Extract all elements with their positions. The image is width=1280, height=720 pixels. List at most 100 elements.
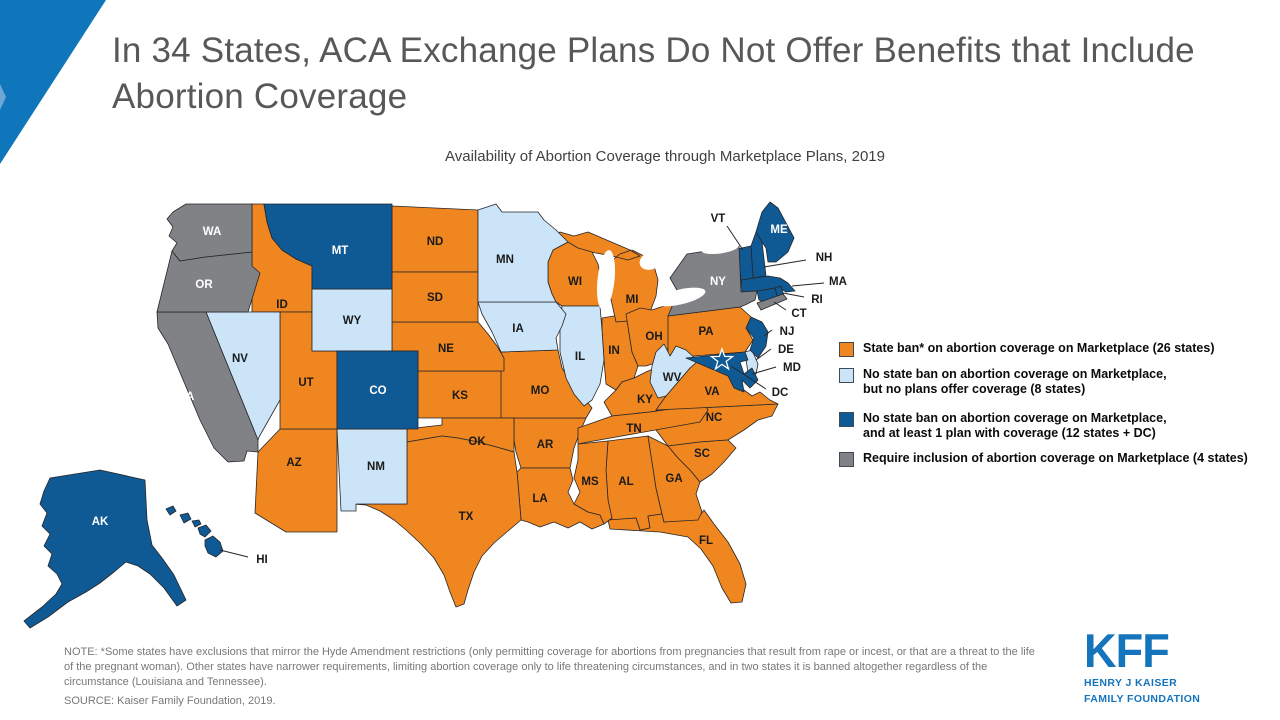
state-ME <box>755 201 795 263</box>
leader-label-DC: DC <box>772 387 789 399</box>
state-label-MO: MO <box>531 385 550 397</box>
state-label-TX: TX <box>459 511 474 523</box>
legend-item-light_blue: No state ban on abortion coverage on Mar… <box>839 367 1275 398</box>
legend-item-gray: Require inclusion of abortion coverage o… <box>839 451 1275 467</box>
state-label-AR: AR <box>537 439 554 451</box>
state-label-ID: ID <box>276 299 288 311</box>
state-label-MT: MT <box>332 245 349 257</box>
state-label-MN: MN <box>496 254 514 266</box>
state-label-TN: TN <box>626 423 641 435</box>
state-label-AZ: AZ <box>286 457 301 469</box>
legend-label: No state ban on abortion coverage on Mar… <box>863 410 1167 440</box>
state-SC <box>667 439 737 483</box>
state-label-NV: NV <box>232 353 248 365</box>
state-MS <box>573 440 613 525</box>
note-text: NOTE: *Some states have exclusions that … <box>64 646 1035 689</box>
state-label-AL: AL <box>618 476 633 488</box>
legend-swatch-dark_blue <box>839 411 854 427</box>
lake-ontario <box>701 241 739 255</box>
legend-swatch-light_blue <box>839 368 854 383</box>
state-label-SC: SC <box>694 448 710 460</box>
leader-line-NJ <box>763 329 773 337</box>
kff-logo-line2: FAMILY FOUNDATION <box>1084 692 1201 705</box>
legend-item-orange: State ban* on abortion coverage on Marke… <box>839 341 1275 357</box>
state-label-NC: NC <box>706 412 723 424</box>
state-label-ME: ME <box>770 224 788 236</box>
state-label-ND: ND <box>427 236 444 248</box>
leader-label-NJ: NJ <box>780 326 795 338</box>
state-label-AK: AK <box>92 516 109 528</box>
state-label-IN: IN <box>608 345 620 357</box>
state-WA <box>166 203 253 262</box>
leader-label-MA: MA <box>829 276 847 288</box>
state-label-OK: OK <box>468 436 486 448</box>
state-label-MS: MS <box>581 476 599 488</box>
state-label-CO: CO <box>369 385 386 397</box>
state-MT <box>263 203 393 290</box>
state-label-IA: IA <box>512 323 524 335</box>
leader-label-VT: VT <box>711 213 726 225</box>
legend-item-dark_blue: No state ban on abortion coverage on Mar… <box>839 411 1275 442</box>
state-label-SD: SD <box>427 292 443 304</box>
state-label-WY: WY <box>343 315 362 327</box>
leader-label-CT: CT <box>791 308 806 320</box>
lake-erie <box>654 287 706 307</box>
state-label-FL: FL <box>699 535 713 547</box>
leader-label-NH: NH <box>816 252 833 264</box>
state-MN <box>477 203 569 303</box>
leader-label-HI: HI <box>256 554 268 566</box>
leader-line-VT <box>726 225 744 251</box>
kff-wordmark: KFF <box>1084 624 1170 677</box>
state-CA <box>156 311 259 463</box>
footer: NOTE: *Some states have exclusions that … <box>64 645 1042 709</box>
leader-label-RI: RI <box>811 294 823 306</box>
state-HI <box>165 505 224 558</box>
chart-subtitle: Availability of Abortion Coverage throug… <box>445 148 885 165</box>
state-MD <box>685 351 759 393</box>
state-label-NY: NY <box>710 276 726 288</box>
leader-label-MD: MD <box>783 362 801 374</box>
state-label-WV: WV <box>663 372 682 384</box>
state-label-NE: NE <box>438 343 454 355</box>
legend: State ban* on abortion coverage on Marke… <box>839 341 1275 477</box>
state-TX <box>351 435 522 608</box>
state-label-KS: KS <box>452 390 468 402</box>
corner-triangle <box>0 0 106 164</box>
legend-label: Require inclusion of abortion coverage o… <box>863 451 1248 465</box>
leader-line-DE <box>755 348 772 361</box>
state-label-UT: UT <box>298 377 313 389</box>
leader-line-NH <box>763 259 807 268</box>
state-WV <box>649 343 699 399</box>
state-label-NM: NM <box>367 461 385 473</box>
source-text: SOURCE: Kaiser Family Foundation, 2019. <box>64 694 276 707</box>
state-IA <box>477 301 567 353</box>
state-label-OR: OR <box>195 279 213 291</box>
state-label-WI: WI <box>568 276 582 288</box>
state-DC-star <box>709 347 735 371</box>
legend-swatch-gray <box>839 452 854 467</box>
page-title: In 34 States, ACA Exchange Plans Do Not … <box>112 31 1195 117</box>
leader-label-DE: DE <box>778 344 794 356</box>
state-label-GA: GA <box>665 473 682 485</box>
state-FL <box>607 509 747 604</box>
great-lakes <box>596 241 739 310</box>
state-label-CA: CA <box>178 391 195 403</box>
corner-sliver <box>0 84 6 110</box>
legend-label: State ban* on abortion coverage on Marke… <box>863 341 1215 355</box>
corner-accent-shape <box>0 0 106 164</box>
kff-logo-line1: HENRY J KAISER <box>1084 676 1178 689</box>
state-AK <box>23 469 187 629</box>
leader-line-HI <box>219 549 249 558</box>
state-label-WA: WA <box>203 226 222 238</box>
state-CO <box>336 350 419 430</box>
leader-line-MA <box>791 282 825 287</box>
state-label-VA: VA <box>704 386 719 398</box>
lake-huron <box>639 250 665 270</box>
state-label-OH: OH <box>645 331 662 343</box>
legend-swatch-orange <box>839 342 854 357</box>
state-label-LA: LA <box>532 493 547 505</box>
state-label-IL: IL <box>575 351 585 363</box>
leader-line-DC <box>730 365 767 390</box>
state-IL <box>559 305 605 407</box>
